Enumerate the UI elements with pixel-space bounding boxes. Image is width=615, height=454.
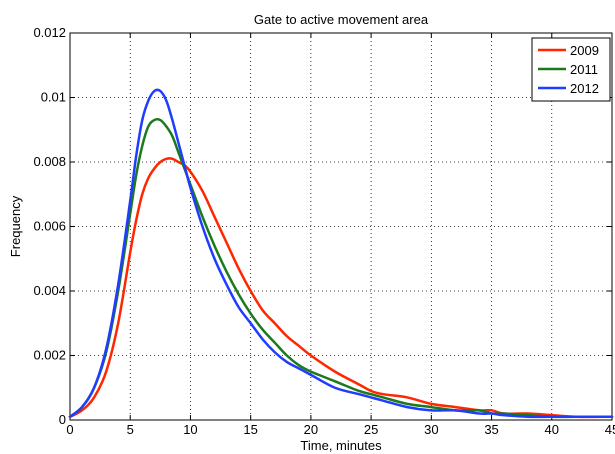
y-axis-label: Frequency bbox=[8, 195, 23, 257]
series-lines bbox=[68, 88, 614, 419]
x-tick-label: 25 bbox=[364, 422, 378, 437]
series-line-2009 bbox=[68, 157, 614, 419]
y-tick-label: 0.006 bbox=[33, 219, 66, 234]
x-tick-label: 35 bbox=[484, 422, 498, 437]
x-tick-label: 40 bbox=[545, 422, 559, 437]
x-tick-label: 15 bbox=[243, 422, 257, 437]
y-tick-label: 0.002 bbox=[33, 348, 66, 363]
x-axis-ticks: 0 5 10 15 20 25 30 35 40 45 bbox=[66, 33, 615, 437]
legend-label-2011: 2011 bbox=[570, 62, 598, 77]
series-line-2012 bbox=[68, 88, 614, 419]
x-tick-label: 10 bbox=[183, 422, 197, 437]
y-axis-ticks: 0 0.002 0.004 0.006 0.008 0.01 0.012 bbox=[33, 25, 612, 427]
x-tick-label: 20 bbox=[304, 422, 318, 437]
x-tick-label: 30 bbox=[424, 422, 438, 437]
y-tick-label: 0.01 bbox=[41, 90, 66, 105]
legend: 2009 2011 2012 bbox=[531, 37, 611, 102]
y-tick-label: 0 bbox=[59, 412, 66, 427]
chart-title: Gate to active movement area bbox=[254, 12, 429, 27]
x-axis-label: Time, minutes bbox=[300, 438, 382, 453]
legend-label-2012: 2012 bbox=[570, 81, 599, 96]
y-tick-label: 0.012 bbox=[33, 25, 66, 40]
x-tick-label: 5 bbox=[127, 422, 134, 437]
x-tick-label: 0 bbox=[66, 422, 73, 437]
x-tick-label: 45 bbox=[605, 422, 615, 437]
legend-label-2009: 2009 bbox=[570, 43, 599, 58]
y-tick-label: 0.008 bbox=[33, 154, 66, 169]
series-line-2011 bbox=[68, 118, 614, 419]
y-tick-label: 0.004 bbox=[33, 283, 66, 298]
